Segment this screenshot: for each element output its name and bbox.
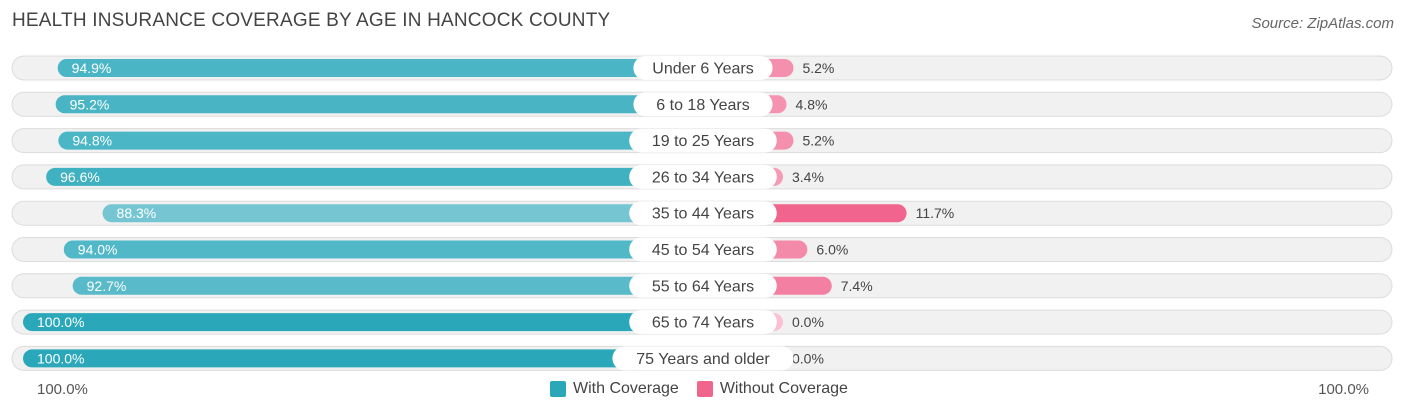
category-label: 65 to 74 Years — [652, 315, 754, 332]
bar-with-coverage — [102, 204, 703, 223]
label-without-coverage: 6.0% — [816, 242, 848, 258]
bar-with-coverage — [72, 276, 703, 295]
category-pill — [629, 310, 777, 335]
label-with-coverage: 88.3% — [117, 205, 157, 221]
label-without-coverage: 4.8% — [796, 96, 828, 112]
legend-label-without-coverage: Without Coverage — [719, 380, 848, 397]
category-pill — [629, 164, 777, 189]
label-without-coverage: 5.2% — [802, 133, 834, 149]
category-pill — [612, 346, 794, 371]
label-without-coverage: 11.7% — [916, 205, 955, 221]
category-label: 26 to 34 Years — [652, 169, 754, 186]
label-with-coverage: 92.7% — [87, 278, 127, 294]
axis-left-label: 100.0% — [37, 381, 88, 398]
label-without-coverage: 0.0% — [792, 350, 824, 366]
label-without-coverage: 3.4% — [792, 169, 824, 185]
label-without-coverage: 7.4% — [841, 278, 873, 294]
bar-chart: 94.9% 5.2% Under 6 Years 95.2% 4.8% 6 to 18 Y… — [11, 55, 1393, 371]
bar-with-coverage — [63, 240, 704, 259]
category-label: 45 to 54 Years — [652, 242, 754, 259]
label-with-coverage: 95.2% — [70, 96, 110, 112]
label-without-coverage: 5.2% — [802, 60, 834, 76]
label-with-coverage: 100.0% — [37, 314, 84, 330]
label-with-coverage: 94.9% — [72, 60, 112, 76]
legend-swatch-with-coverage — [550, 381, 566, 397]
category-pill — [633, 92, 773, 117]
category-pill — [633, 56, 773, 80]
bar-with-coverage — [46, 167, 704, 186]
category-label: 6 to 18 Years — [656, 97, 749, 114]
label-with-coverage: 100.0% — [37, 350, 84, 366]
legend-label-with-coverage: With Coverage — [573, 380, 679, 397]
category-label: 55 to 64 Years — [652, 278, 754, 295]
axis-right-label: 100.0% — [1318, 381, 1369, 398]
category-label: Under 6 Years — [652, 61, 753, 78]
label-with-coverage: 94.8% — [72, 133, 112, 149]
category-label: 75 Years and older — [636, 351, 770, 368]
chart-title: HEALTH INSURANCE COVERAGE BY AGE IN HANC… — [12, 10, 611, 31]
category-pill — [629, 201, 777, 226]
category-pill — [629, 128, 777, 153]
legend-item-without-coverage: Without Coverage — [696, 380, 848, 398]
label-with-coverage: 94.0% — [78, 242, 118, 258]
legend: With Coverage Without Coverage — [550, 380, 848, 398]
category-pill — [629, 237, 777, 262]
label-with-coverage: 96.6% — [60, 169, 100, 185]
label-without-coverage: 0.0% — [792, 314, 824, 330]
category-label: 19 to 25 Years — [652, 133, 754, 150]
legend-swatch-without-coverage — [696, 381, 713, 397]
bar-with-coverage — [58, 131, 704, 150]
bar-with-coverage — [23, 349, 703, 368]
category-pill — [629, 273, 777, 298]
bar-with-coverage — [57, 59, 704, 77]
category-label: 35 to 44 Years — [652, 206, 754, 223]
bar-with-coverage — [23, 313, 703, 332]
legend-item-with-coverage: With Coverage — [550, 380, 679, 398]
source-label: Source: ZipAtlas.com — [1251, 15, 1394, 32]
bar-with-coverage — [55, 95, 703, 114]
